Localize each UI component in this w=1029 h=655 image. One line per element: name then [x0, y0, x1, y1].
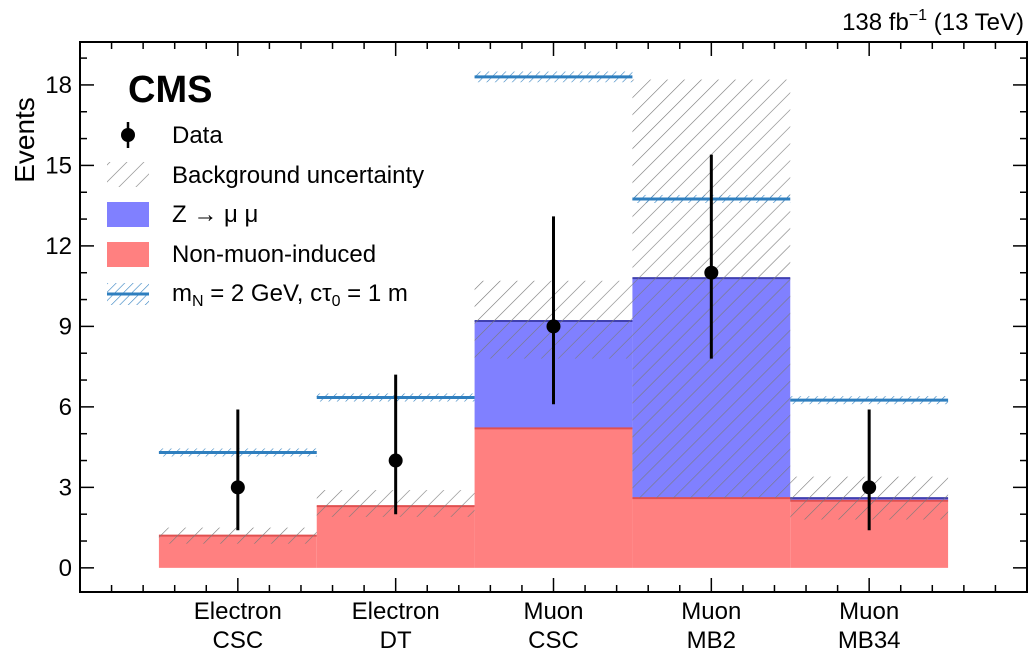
- data-point-3: [546, 319, 561, 334]
- legend-bkg-uncertainty-label: Background uncertainty: [172, 162, 424, 189]
- legend-entry-bkg-uncertainty: Background uncertainty: [107, 162, 424, 189]
- lumi-exponent: −1: [909, 7, 927, 24]
- data-point-2: [388, 453, 403, 468]
- legend-non-muon-label: Non-muon-induced: [172, 241, 376, 268]
- x-tick-label-4-line1: Muon: [681, 598, 741, 625]
- x-tick-label-3-line1: Muon: [523, 598, 583, 625]
- lumi-energy: (13 TeV): [927, 9, 1024, 36]
- bar-non-muon-3: [474, 428, 633, 568]
- x-tick-label-1-line1: Electron: [194, 598, 282, 625]
- legend-entry-non-muon: Non-muon-induced: [107, 241, 376, 268]
- y-tick-label-9: 9: [59, 313, 72, 340]
- x-tick-label-1-line2: CSC: [212, 627, 263, 654]
- legend: Data Background uncertainty Z → μ μ Non-…: [107, 122, 424, 310]
- data-point-1: [230, 480, 245, 495]
- legend-zmumu-label: Z → μ μ: [172, 201, 258, 228]
- x-tick-label-4-line2: MB2: [687, 627, 736, 654]
- y-tick-label-18: 18: [45, 72, 72, 99]
- bar-non-muon-4: [632, 498, 791, 568]
- y-tick-label-6: 6: [59, 394, 72, 421]
- y-tick-labels: 0 3 6 9 12 15 18: [45, 72, 72, 582]
- legend-signal-m: m: [172, 280, 192, 307]
- legend-signal-sub-0: 0: [332, 293, 341, 310]
- plot-area: [158, 71, 949, 568]
- bkg-uncertainty-band-1: [158, 527, 317, 544]
- legend-bkg-uncertainty-swatch: [107, 162, 149, 187]
- y-tick-label-15: 15: [45, 152, 72, 179]
- legend-data-label: Data: [172, 122, 223, 149]
- legend-signal-sub-n: N: [192, 293, 204, 310]
- y-tick-label-0: 0: [59, 555, 72, 582]
- x-tick-label-2-line1: Electron: [352, 598, 440, 625]
- y-tick-label-12: 12: [45, 233, 72, 260]
- x-tick-label-2-line2: DT: [380, 627, 412, 654]
- legend-signal-tail: = 1 m: [340, 280, 407, 307]
- legend-data-marker: [121, 128, 135, 142]
- x-tick-label-3-line2: CSC: [528, 627, 579, 654]
- legend-entry-signal: mN = 2 GeV, cτ0 = 1 m: [107, 280, 408, 310]
- legend-signal-label: mN = 2 GeV, cτ0 = 1 m: [172, 280, 408, 310]
- axes: [79, 41, 1028, 593]
- cms-label: CMS: [128, 69, 212, 111]
- x-tick-label-5-line1: Muon: [839, 598, 899, 625]
- luminosity-label: 138 fb−1 (13 TeV): [842, 7, 1024, 36]
- data-point-4: [704, 265, 719, 280]
- x-tick-labels: ElectronCSCElectronDTMuonCSCMuonMB2MuonM…: [194, 598, 901, 654]
- legend-entry-data: Data: [121, 122, 223, 149]
- legend-signal-mid: = 2 GeV, cτ: [204, 280, 333, 307]
- legend-non-muon-swatch: [107, 242, 149, 267]
- x-tick-label-5-line2: MB34: [838, 627, 901, 654]
- legend-entry-zmumu: Z → μ μ: [107, 201, 258, 228]
- y-axis-label: Events: [9, 97, 40, 183]
- legend-zmumu-swatch: [107, 202, 149, 227]
- y-tick-label-3: 3: [59, 474, 72, 501]
- data-point-5: [862, 480, 877, 495]
- lumi-main: 138 fb: [842, 9, 909, 36]
